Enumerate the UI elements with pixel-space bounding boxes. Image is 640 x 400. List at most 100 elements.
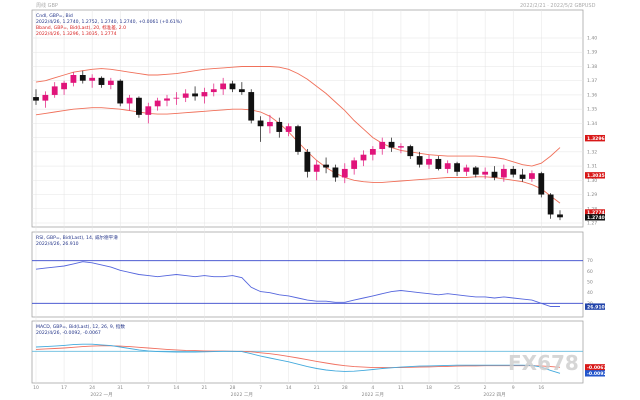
x-tick-label: 21 <box>201 385 207 391</box>
candle-body <box>295 126 301 152</box>
watermark: FX678 <box>508 351 579 375</box>
macd-tag-label: -0.0092 <box>587 371 607 377</box>
candle-body <box>248 92 255 121</box>
x-month-label: 2022 二月 <box>231 392 253 398</box>
x-tick-label: 24 <box>89 385 95 391</box>
macd-line <box>35 343 561 374</box>
candle-body <box>557 214 563 218</box>
rsi-tick-label: 50 <box>587 280 593 286</box>
macd-tag-box <box>585 370 605 377</box>
price-tag-label: 1.3296 <box>587 136 605 142</box>
rsi-layer <box>32 260 583 307</box>
price-tag-box <box>585 209 605 216</box>
candle-body <box>444 163 451 169</box>
candle-body <box>416 156 423 165</box>
candle-body <box>538 173 545 195</box>
price-tick-label: 1.39 <box>587 50 597 56</box>
x-tick-label: 18 <box>426 385 432 391</box>
candle-body <box>126 97 133 104</box>
grid-layer <box>32 10 583 383</box>
x-tick-label: 17 <box>61 385 67 391</box>
candle-body <box>79 75 86 81</box>
candle-body <box>89 77 96 81</box>
rsi-legend-line-2: 2022/4/26, 26.910 <box>36 241 79 247</box>
top-strip-left: 周线 GBP <box>36 2 58 9</box>
candle-body <box>117 80 124 104</box>
candle-body <box>426 158 432 165</box>
price-tick-label: 1.40 <box>587 36 597 42</box>
x-tick-label: 28 <box>342 385 348 391</box>
price-panel-frame <box>31 9 584 228</box>
price-tick-label: 1.30 <box>587 178 597 184</box>
rsi-tag-box <box>585 303 605 310</box>
candle-body <box>51 86 58 95</box>
price-tag-box <box>585 134 605 142</box>
candle-body <box>220 83 227 90</box>
macd-layer <box>32 343 583 374</box>
candle-body <box>482 171 489 175</box>
rsi-legend: RSI, GBP=, Bid(Last), 14, 威尔德平滑 2022/4/2… <box>36 234 118 247</box>
x-tick-label: 7 <box>259 385 262 391</box>
candle-body <box>107 80 114 85</box>
candle-body <box>70 75 77 83</box>
price-tick-label: 1.27 <box>587 221 597 227</box>
x-tick-label: 21 <box>314 385 320 391</box>
x-tick-label: 16 <box>538 385 544 391</box>
x-tick-label: 7 <box>147 385 150 391</box>
x-tick-label: 11 <box>398 385 404 391</box>
price-tag-label: 1.2740 <box>587 215 605 221</box>
rsi-line <box>35 261 560 307</box>
price-tick-label: 1.32 <box>587 149 597 155</box>
candle-body <box>332 167 339 178</box>
x-tick-label: 10 <box>33 385 39 391</box>
price-legend: Cndl, GBP=, Bid 2022/4/26, 1.2740, 1.275… <box>36 13 182 37</box>
candle-body <box>369 149 376 155</box>
candle-body <box>388 141 395 148</box>
candle-body <box>145 106 152 115</box>
rsi-tick-label: 70 <box>587 258 593 264</box>
candle-body <box>341 168 348 178</box>
candle-body <box>201 92 208 97</box>
candle-body <box>285 126 292 132</box>
x-tick-label: 25 <box>454 385 460 391</box>
x-tick-label: 31 <box>117 385 123 391</box>
candle-body <box>136 97 142 115</box>
candle-body <box>164 98 170 101</box>
candle-body <box>257 120 264 127</box>
price-legend-line-2: 2022/4/26, 1.2740, 1.2752, 1.2740, 1.274… <box>36 19 182 25</box>
price-tag-box <box>585 172 605 179</box>
candle-body <box>519 174 526 179</box>
macd-legend-line-1: MACD, GBP=, Bid(Last), 12, 26, 9, 指数 <box>36 323 125 330</box>
candle-body <box>304 151 311 172</box>
candle-body <box>267 121 273 127</box>
candle-body <box>407 146 414 157</box>
top-strip-right: 2022/2/21 · 2022/5/2 GBPUSD <box>520 3 596 9</box>
candlestick-layer <box>33 70 563 221</box>
candle-body <box>463 167 470 172</box>
price-legend-line-3: Bband, GBP=, Bid(Last), 20, 标准差, 2.0 <box>36 24 126 31</box>
candle-body <box>510 168 517 175</box>
candle-body <box>435 158 442 169</box>
candle-body <box>276 121 283 132</box>
price-legend-line-4: 2022/4/26, 1.3296, 1.3035, 1.2774 <box>36 31 117 37</box>
rsi-panel-frame <box>31 231 584 318</box>
macd-panel-frame <box>31 320 584 384</box>
candle-body <box>491 171 498 178</box>
candle-body <box>472 167 479 175</box>
x-month-label: 2022 四月 <box>483 392 505 398</box>
price-tick-label: 1.36 <box>587 92 597 98</box>
candle-body <box>42 94 49 101</box>
price-tick-label: 1.34 <box>587 121 597 127</box>
macd-legend-line-2: 2022/4/26, -0.0092, -0.0067 <box>36 330 101 336</box>
x-month-label: 2022 一月 <box>90 392 112 398</box>
rsi-tick-label: 40 <box>587 290 593 296</box>
x-month-label: 2022 三月 <box>362 392 384 398</box>
candle-body <box>547 194 554 215</box>
price-tag-layer: 1.32961.30351.27741.274026.910-0.0067-0.… <box>585 134 607 377</box>
macd-legend: MACD, GBP=, Bid(Last), 12, 26, 9, 指数 202… <box>36 323 125 336</box>
price-tag-label: 1.3035 <box>587 173 605 179</box>
price-tick-label: 1.29 <box>587 192 597 198</box>
price-legend-line-1: Cndl, GBP=, Bid <box>36 13 73 19</box>
x-tick-label: 14 <box>286 385 292 391</box>
